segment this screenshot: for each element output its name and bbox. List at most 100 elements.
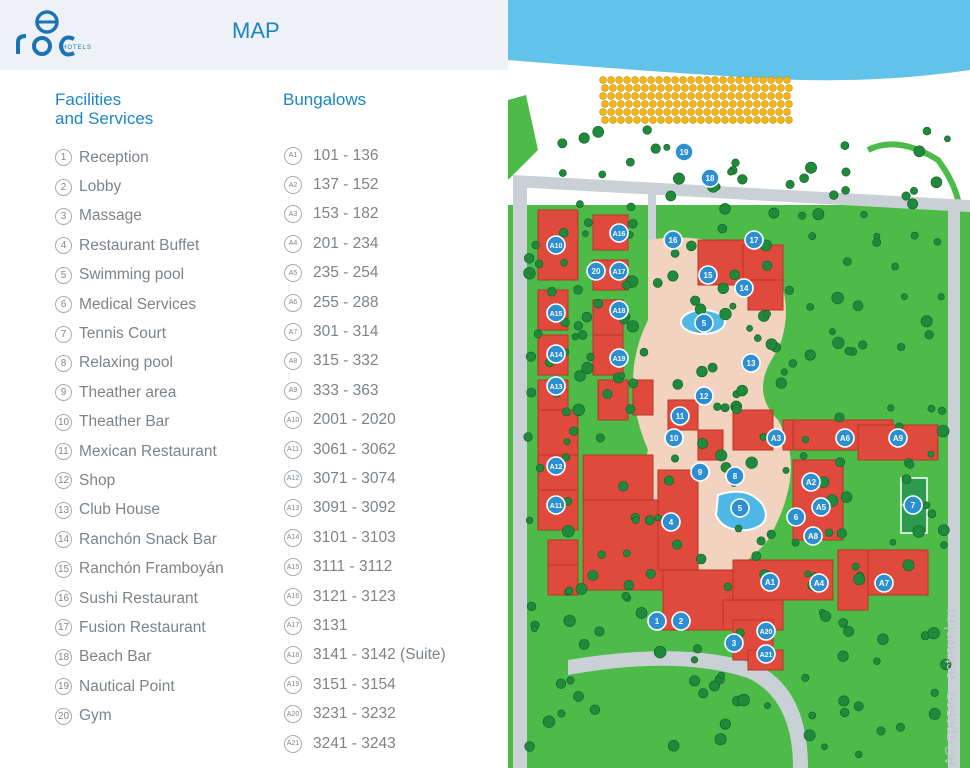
tree [690, 656, 699, 664]
umbrella [695, 92, 703, 100]
map-marker-label: A13 [550, 384, 563, 391]
bungalow-range: 3071 - 3074 [313, 469, 396, 487]
map-marker: A11 [546, 495, 566, 515]
map-marker-dot [674, 142, 694, 162]
header-bar: HOTELS MAP [0, 0, 508, 70]
tree [524, 741, 535, 752]
umbrella [743, 108, 751, 116]
bungalow-item: A8 315 - 332 [284, 347, 446, 376]
umbrella [711, 76, 719, 84]
tree [930, 688, 939, 697]
bungalow-code: A10 [284, 411, 302, 430]
bungalow-item: A20 3231 - 3232 [284, 699, 446, 728]
bungalow-item: A21 3241 - 3243 [284, 729, 446, 758]
facility-label: Lobby [79, 178, 122, 196]
building-roof [747, 279, 784, 311]
map-marker-dot [874, 573, 894, 593]
tree [577, 330, 588, 340]
tree [626, 320, 639, 333]
bungalow-code: A13 [284, 499, 302, 518]
umbrella [767, 76, 775, 84]
tree [618, 481, 629, 492]
tree [762, 260, 773, 271]
umbrella [601, 100, 609, 108]
tree [838, 618, 849, 628]
tree [558, 228, 569, 238]
umbrella [711, 92, 719, 100]
tree [622, 549, 631, 558]
tree [901, 191, 911, 201]
tree [671, 539, 683, 550]
umbrella [783, 76, 791, 84]
facility-item: 8 Relaxing pool [55, 349, 224, 378]
umbrella [649, 84, 657, 92]
road-right [948, 205, 960, 768]
tree [765, 338, 778, 351]
map-marker-label: 17 [750, 236, 759, 245]
umbrella [599, 92, 607, 100]
tree [825, 528, 834, 537]
bungalow-range: 333 - 363 [313, 381, 379, 399]
bungalow-item: A1 101 - 136 [284, 141, 446, 170]
tree [524, 253, 535, 264]
umbrella [705, 100, 713, 108]
map-marker: 1 [647, 611, 667, 631]
facility-item: 3 Massage [55, 202, 224, 231]
umbrella [665, 84, 673, 92]
tree [622, 280, 631, 290]
map-marker: 15 [698, 265, 718, 285]
bungalow-item: A15 3111 - 3112 [284, 552, 446, 581]
facility-label: Gym [79, 707, 112, 725]
tree [927, 509, 937, 519]
tree [578, 132, 590, 144]
tree [841, 167, 851, 177]
umbrella [785, 100, 793, 108]
brand-subtitle: HOTELS [62, 45, 93, 51]
umbrella [633, 84, 641, 92]
bungalow-code: A19 [284, 675, 302, 694]
umbrella [615, 76, 623, 84]
tree [686, 240, 697, 252]
facility-label: Sushi Restaurant [79, 589, 198, 607]
tree [756, 536, 766, 546]
building-roof [582, 454, 654, 506]
tree [798, 211, 807, 220]
map-marker-dot [724, 633, 744, 653]
bungalow-item: A10 2001 - 2020 [284, 406, 446, 435]
umbrella [783, 108, 791, 116]
tree [665, 190, 677, 202]
tree [927, 627, 940, 640]
map-marker-label: A19 [613, 356, 626, 363]
tree [672, 379, 684, 390]
map-marker: A17 [609, 261, 629, 281]
facility-label: Mexican Restaurant [79, 442, 217, 460]
sea [508, 0, 970, 81]
map-marker-dot [809, 573, 829, 593]
umbrella [655, 108, 663, 116]
umbrella [759, 108, 767, 116]
tree [902, 559, 915, 572]
bungalow-item: A4 201 - 234 [284, 229, 446, 258]
umbrella [623, 92, 631, 100]
umbrella [719, 92, 727, 100]
tree [575, 583, 588, 595]
map-marker-dot [546, 303, 566, 323]
tree [645, 568, 656, 579]
tree [715, 449, 728, 462]
umbrella [623, 76, 631, 84]
tree [650, 143, 661, 154]
tree [806, 303, 814, 311]
tree [695, 553, 707, 565]
map-marker-label: A16 [613, 231, 626, 238]
tree [791, 538, 800, 547]
umbrella [737, 116, 745, 124]
tree [737, 693, 750, 707]
tree [717, 223, 728, 234]
tree [840, 141, 850, 150]
umbrella [679, 76, 687, 84]
bungalow-code: A21 [284, 734, 302, 753]
tree [621, 591, 631, 601]
umbrella [607, 76, 615, 84]
watermark: АС-тревел · actravel.ru [942, 590, 968, 766]
map-marker-label: A7 [879, 579, 890, 588]
